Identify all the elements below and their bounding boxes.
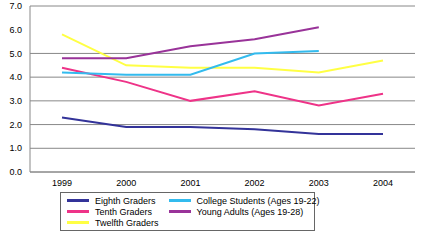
svg-text:0.0: 0.0	[9, 167, 22, 177]
svg-text:1.0: 1.0	[9, 143, 22, 153]
svg-text:6.0: 6.0	[9, 25, 22, 35]
svg-text:2000: 2000	[116, 178, 136, 188]
svg-text:2004: 2004	[373, 178, 393, 188]
svg-text:4.0: 4.0	[9, 72, 22, 82]
svg-text:5.0: 5.0	[9, 49, 22, 59]
html-text:Young Adults (Ages 19-28): Young Adults (Ages 19-28)	[196, 206, 304, 217]
svg-text:2003: 2003	[309, 178, 329, 188]
html-text:Twelfth Graders: Twelfth Graders	[95, 217, 159, 228]
svg-text:2002: 2002	[245, 178, 265, 188]
html-text:Tenth Graders: Tenth Graders	[95, 206, 152, 217]
svg-text:2.0: 2.0	[9, 120, 22, 130]
html-text:Eighth Graders: Eighth Graders	[95, 195, 156, 206]
svg-text:3.0: 3.0	[9, 96, 22, 106]
svg-text:1999: 1999	[52, 178, 72, 188]
html-text:College Students (Ages 19-22): College Students (Ages 19-22)	[196, 195, 320, 206]
svg-text:7.0: 7.0	[9, 1, 22, 11]
svg-text:2001: 2001	[180, 178, 200, 188]
